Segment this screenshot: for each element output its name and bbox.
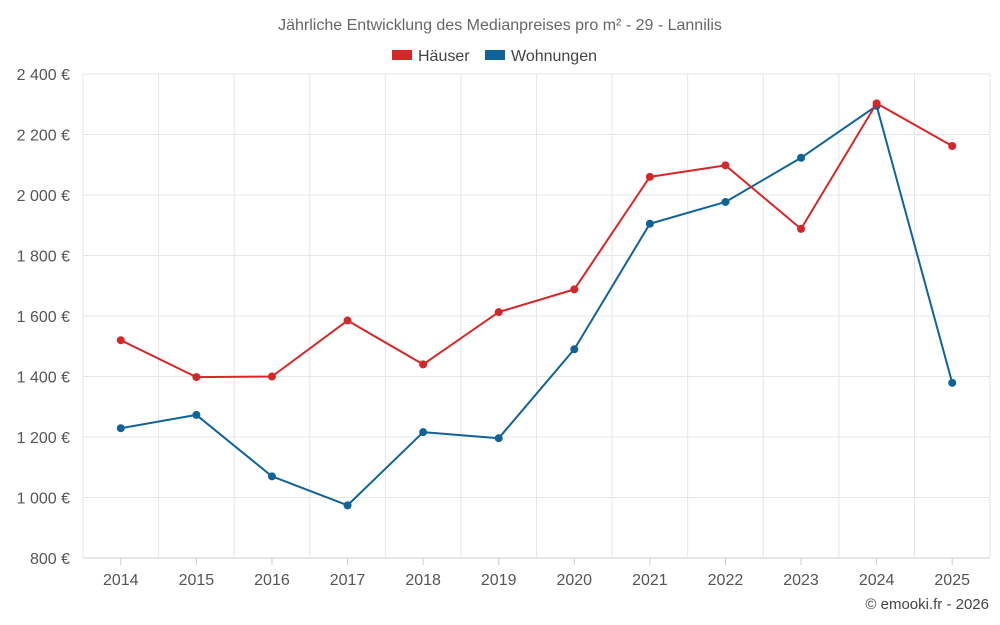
data-point[interactable]: [570, 285, 579, 294]
chart-title: Jährliche Entwicklung des Medianpreises …: [278, 17, 722, 34]
data-point[interactable]: [872, 99, 881, 108]
x-tick-label: 2024: [859, 572, 895, 589]
y-tick-label: 1 800 €: [17, 249, 70, 266]
data-point[interactable]: [419, 428, 428, 437]
x-tick-label: 2016: [254, 572, 290, 589]
data-point[interactable]: [192, 410, 201, 419]
series-häuser: [116, 99, 957, 382]
grid: [82, 73, 991, 565]
series-line: [119, 104, 954, 507]
data-point[interactable]: [419, 360, 428, 369]
data-point[interactable]: [645, 172, 654, 181]
x-tick-label: 2023: [783, 572, 819, 589]
legend-label: Wohnungen: [511, 48, 597, 65]
data-point[interactable]: [948, 378, 957, 387]
data-point[interactable]: [116, 336, 125, 345]
data-point[interactable]: [267, 472, 276, 481]
x-tick-label: 2019: [481, 572, 517, 589]
x-axis-ticks: 2014 2015 2016 2017 2018 2019 2020 2021 2022 2023…: [103, 572, 970, 589]
legend-item[interactable]: Wohnungen: [485, 48, 597, 65]
series-wohnungen: [116, 101, 957, 510]
data-point[interactable]: [192, 373, 201, 382]
x-tick-label: 2015: [179, 572, 215, 589]
x-tick-label: 2018: [405, 572, 441, 589]
y-tick-label: 1 200 €: [17, 430, 70, 447]
series-line: [119, 102, 954, 379]
data-point[interactable]: [570, 345, 579, 354]
data-point[interactable]: [797, 153, 806, 162]
data-point[interactable]: [343, 501, 352, 510]
x-tick-label: 2021: [632, 572, 668, 589]
y-axis-ticks: 800 € 1 000 € 1 200 € 1 400 € 1 600 € 1 800 €…: [17, 67, 70, 568]
data-point[interactable]: [267, 372, 276, 381]
legend: Häuser Wohnungen: [392, 48, 597, 65]
x-tick-label: 2022: [708, 572, 744, 589]
data-point[interactable]: [116, 424, 125, 433]
data-point[interactable]: [721, 161, 730, 170]
x-tick-label: 2025: [934, 572, 970, 589]
x-tick-label: 2017: [330, 572, 366, 589]
legend-label: Häuser: [418, 48, 470, 65]
y-tick-label: 2 400 €: [17, 67, 70, 84]
data-point[interactable]: [721, 197, 730, 206]
data-point[interactable]: [343, 316, 352, 325]
y-tick-label: 1 000 €: [17, 491, 70, 508]
y-tick-label: 1 400 €: [17, 370, 70, 387]
y-tick-label: 2 200 €: [17, 128, 70, 145]
data-point[interactable]: [948, 141, 957, 150]
y-tick-label: 2 000 €: [17, 188, 70, 205]
credit-text: © emooki.fr - 2026: [865, 596, 989, 613]
series: [116, 99, 957, 510]
y-tick-label: 1 600 €: [17, 309, 70, 326]
x-tick-label: 2014: [103, 572, 139, 589]
data-point[interactable]: [494, 308, 503, 317]
data-point[interactable]: [494, 434, 503, 443]
x-tick-label: 2020: [556, 572, 592, 589]
data-point[interactable]: [645, 219, 654, 228]
data-point[interactable]: [797, 224, 806, 233]
legend-swatch: [392, 50, 412, 60]
y-tick-label: 800 €: [30, 551, 70, 568]
legend-swatch: [485, 50, 505, 60]
legend-item[interactable]: Häuser: [392, 48, 470, 65]
